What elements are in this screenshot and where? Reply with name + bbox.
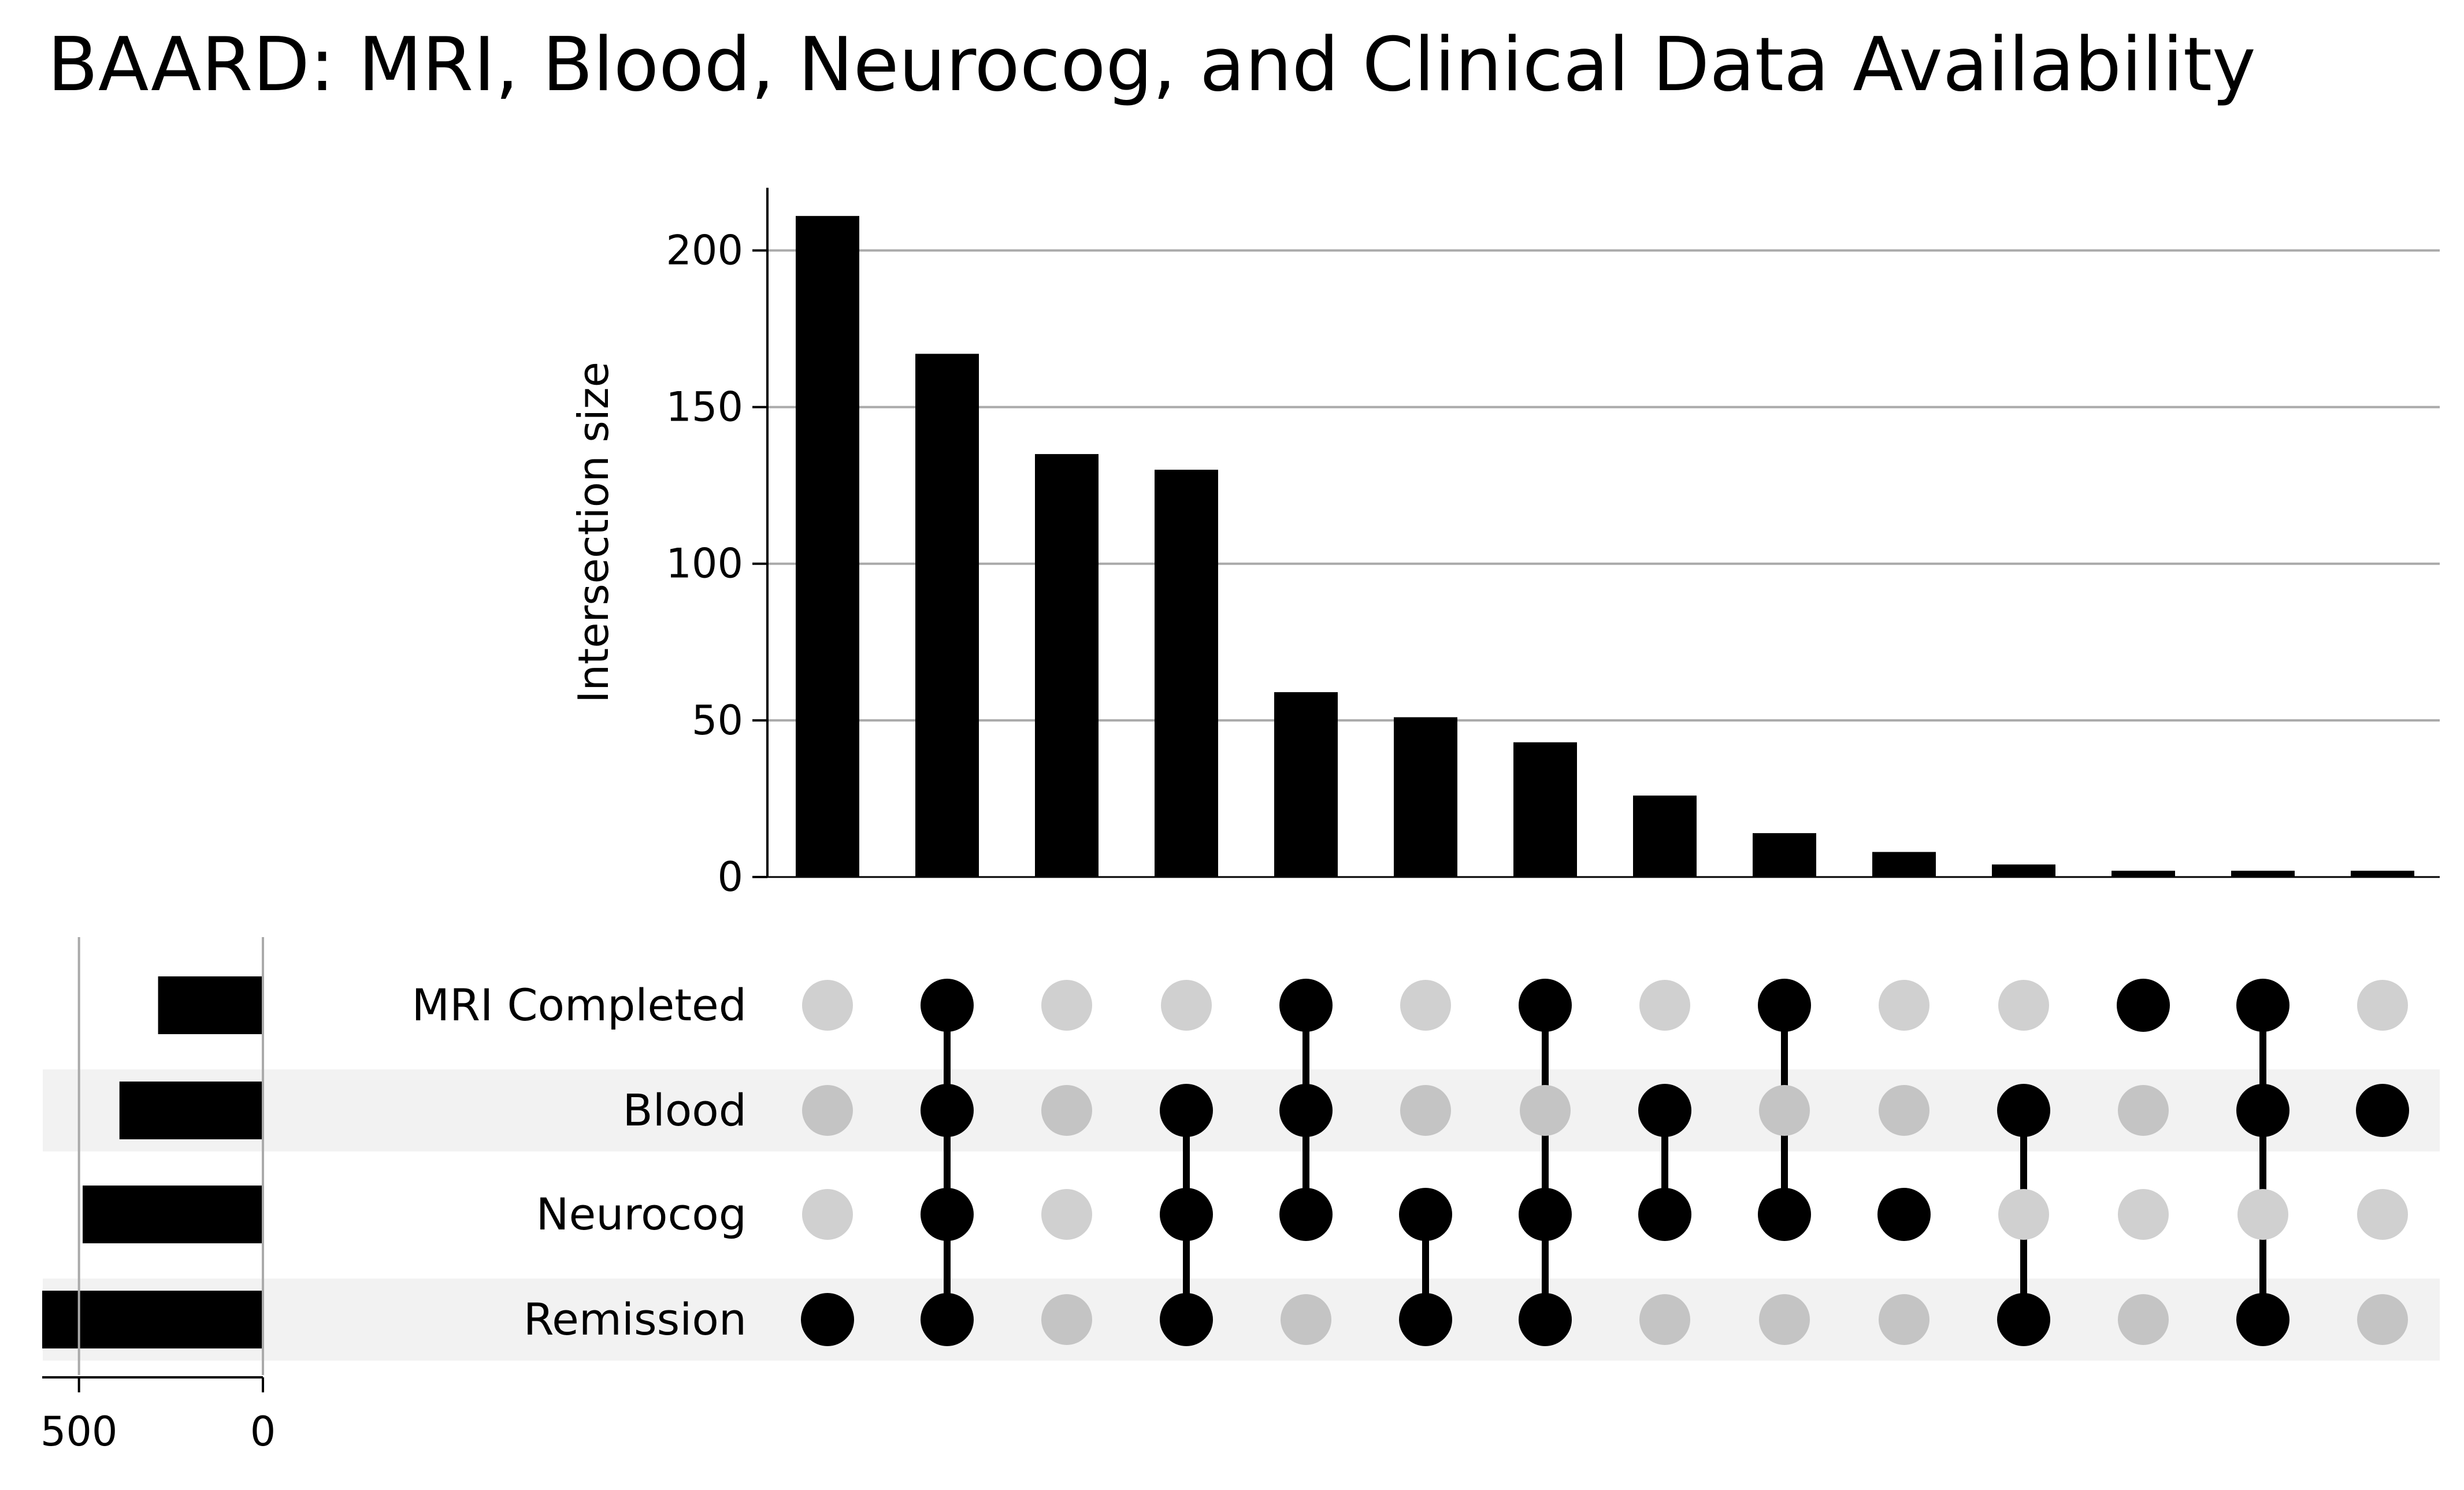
matrix-dot-inactive [2118, 1294, 2169, 1345]
matrix-dot-inactive [802, 1189, 853, 1240]
intersection-bars [796, 215, 2414, 877]
y-tick-label: 0 [717, 853, 743, 901]
y-axis: 0 50 100 150 200 Intersection size [569, 188, 2440, 901]
matrix-dot-active [2236, 979, 2289, 1032]
intersection-bar [1633, 796, 1697, 877]
matrix-dot-inactive [1879, 980, 1929, 1031]
set-size-tick-label: 0 [250, 1408, 276, 1455]
matrix-dot-active [1160, 1188, 1213, 1241]
matrix-dot-inactive [1879, 1085, 1929, 1136]
matrix-dot-inactive [1161, 980, 1212, 1031]
matrix-dot-inactive [1041, 1189, 1092, 1240]
matrix-dot-active [1279, 1188, 1333, 1241]
matrix-dot-inactive [802, 1085, 853, 1136]
y-tick-label: 50 [692, 697, 743, 744]
intersection-bar [1155, 470, 1218, 877]
matrix-dot-inactive [2357, 980, 2408, 1031]
intersection-bar [915, 354, 979, 877]
matrix-dot-inactive [1998, 980, 2049, 1031]
y-tick-label: 200 [666, 226, 743, 274]
set-label: MRI Completed [412, 979, 747, 1031]
matrix-dot-inactive [1400, 1085, 1451, 1136]
set-label: Blood [623, 1084, 747, 1136]
intersection-bar [1513, 742, 1577, 877]
matrix-dot-inactive [2118, 1189, 2169, 1240]
matrix-dot-inactive [1281, 1294, 1331, 1345]
intersection-bar [2112, 871, 2175, 877]
set-label: Remission [524, 1294, 747, 1345]
intersection-bar [1753, 833, 1816, 877]
intersection-bar [2231, 871, 2295, 877]
row-shade-blood [43, 1069, 2440, 1151]
matrix-dot-inactive [1520, 1085, 1571, 1136]
matrix-dot-inactive [2357, 1294, 2408, 1345]
y-gridlines [767, 249, 2440, 722]
intersection-bar [2351, 871, 2414, 877]
row-shade-remission [43, 1279, 2440, 1361]
chart-title: BAARD: MRI, Blood, Neurocog, and Clinica… [47, 22, 2256, 108]
matrix-dot-inactive [1041, 1294, 1092, 1345]
matrix-dot-inactive [1639, 1294, 1690, 1345]
set-label: Neurocog [536, 1188, 747, 1240]
matrix-dot-active [1279, 979, 1333, 1032]
matrix-dot-inactive [2118, 1085, 2169, 1136]
matrix-dot-active [2236, 1084, 2289, 1137]
matrix-dot-inactive [1998, 1189, 2049, 1240]
matrix-dot-active [921, 1188, 974, 1241]
matrix-dot-active [921, 979, 974, 1032]
intersection-bar [1035, 454, 1099, 877]
matrix-dot-active [1758, 1188, 1811, 1241]
matrix-dot-inactive [1041, 980, 1092, 1031]
set-size-tick-label: 500 [40, 1408, 118, 1455]
matrix-row-shading [43, 1069, 2440, 1361]
matrix-dot-inactive [2237, 1189, 2288, 1240]
membership-matrix [801, 979, 2409, 1346]
matrix-dot-inactive [1759, 1085, 1810, 1136]
matrix-dot-active [921, 1293, 974, 1346]
matrix-dot-active [921, 1084, 974, 1137]
intersection-bar [1992, 864, 2055, 877]
matrix-dot-active [1160, 1084, 1213, 1137]
matrix-dot-inactive [1400, 980, 1451, 1031]
matrix-dot-active [1638, 1188, 1691, 1241]
matrix-dot-inactive [1041, 1085, 1092, 1136]
matrix-dot-active [1877, 1188, 1931, 1241]
set-labels: MRI Completed Blood Neurocog Remission [412, 979, 747, 1345]
matrix-dot-active [2356, 1084, 2409, 1137]
matrix-dot-active [1160, 1293, 1213, 1346]
y-tick-label: 100 [666, 540, 743, 588]
set-size-bar [83, 1186, 264, 1243]
y-axis-label: Intersection size [569, 362, 618, 703]
matrix-dot-active [1519, 1293, 1572, 1346]
matrix-dot-active [1399, 1188, 1452, 1241]
matrix-dot-active [1758, 979, 1811, 1032]
matrix-dot-inactive [2357, 1189, 2408, 1240]
set-size-bars [42, 976, 264, 1348]
intersection-bar [1274, 692, 1338, 877]
intersection-bar [796, 215, 859, 877]
set-size-bar [158, 976, 263, 1034]
set-size-bar [119, 1082, 263, 1139]
matrix-dot-active [801, 1293, 854, 1346]
matrix-dot-active [1997, 1293, 2050, 1346]
matrix-dot-inactive [1639, 980, 1690, 1031]
intersection-bar [1394, 717, 1457, 877]
matrix-dot-active [1399, 1293, 1452, 1346]
matrix-dot-active [1997, 1084, 2050, 1137]
intersection-bar [1872, 852, 1936, 877]
set-size-axis: 500 0 [40, 937, 276, 1455]
matrix-dot-active [1519, 979, 1572, 1032]
matrix-dot-active [1279, 1084, 1333, 1137]
matrix-dot-active [2117, 979, 2170, 1032]
matrix-dot-inactive [802, 980, 853, 1031]
matrix-dot-active [1519, 1188, 1572, 1241]
set-size-bar [42, 1291, 263, 1348]
matrix-dot-active [2236, 1293, 2289, 1346]
matrix-dot-inactive [1759, 1294, 1810, 1345]
matrix-dot-inactive [1879, 1294, 1929, 1345]
y-tick-label: 150 [666, 384, 743, 431]
matrix-dot-active [1638, 1084, 1691, 1137]
